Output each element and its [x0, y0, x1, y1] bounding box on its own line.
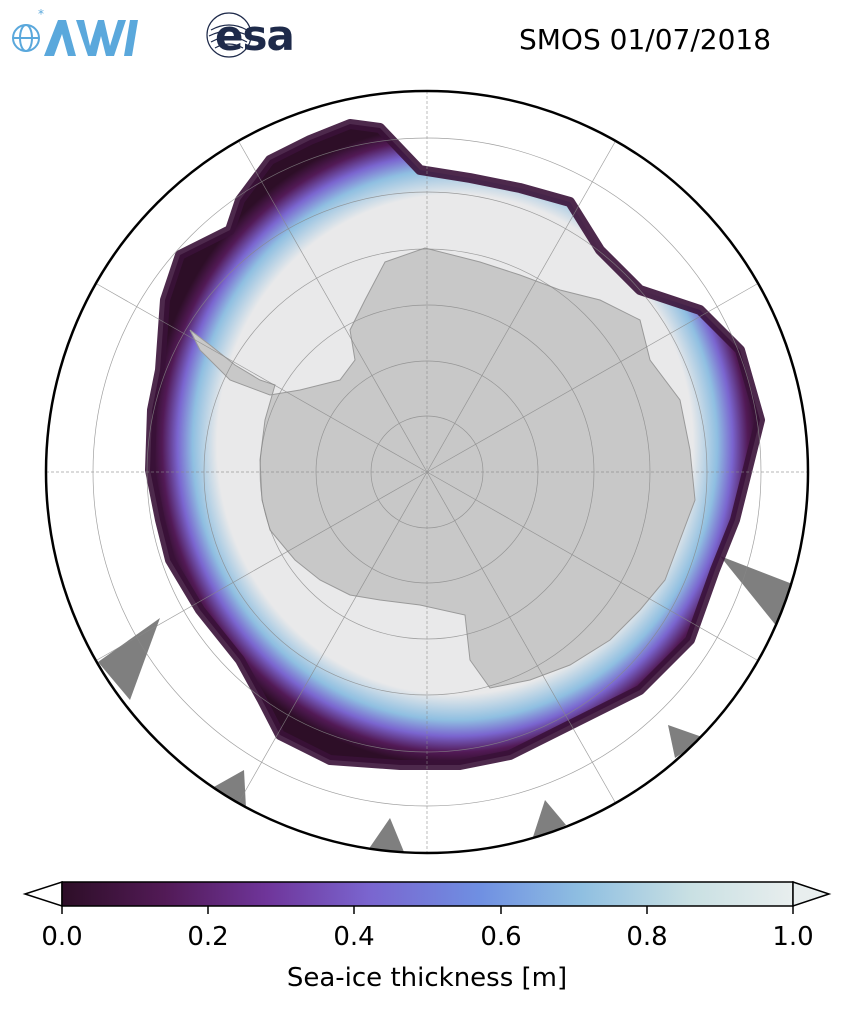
awi-logo: *: [12, 7, 138, 56]
sea-ice-edge: [145, 119, 765, 770]
colorbar: [22, 880, 832, 914]
colorbar-tick-label: 1.0: [772, 922, 814, 952]
colorbar-tick-label: 0.8: [626, 922, 668, 952]
no-data-wedge: [668, 725, 705, 758]
colorbar-tick-label: 0.6: [480, 922, 522, 952]
colorbar-extend-min: [22, 880, 63, 908]
colorbar-gradient: [61, 881, 794, 907]
no-data-wedge: [532, 800, 566, 840]
no-data-wedge: [212, 770, 246, 808]
no-data-wedge: [98, 618, 160, 700]
polar-map: [44, 89, 810, 855]
esa-logo-icon: [206, 12, 252, 58]
colorbar-tick-label: 0.4: [333, 922, 375, 952]
antarctica-land: [189, 247, 696, 689]
no-data-wedge: [720, 556, 795, 628]
map-boundary: [44, 89, 810, 855]
colorbar-label: Sea-ice thickness [m]: [286, 963, 568, 993]
colorbar-tick-label: 0.2: [187, 922, 229, 952]
svg-text:*: *: [38, 7, 44, 21]
colorbar-tick-label: 0.0: [41, 922, 83, 952]
map-title: SMOS 01/07/2018: [519, 23, 772, 56]
colorbar-extend-max: [792, 880, 832, 908]
esa-logo-text: esa: [215, 11, 295, 60]
no-data-wedge: [368, 818, 404, 852]
